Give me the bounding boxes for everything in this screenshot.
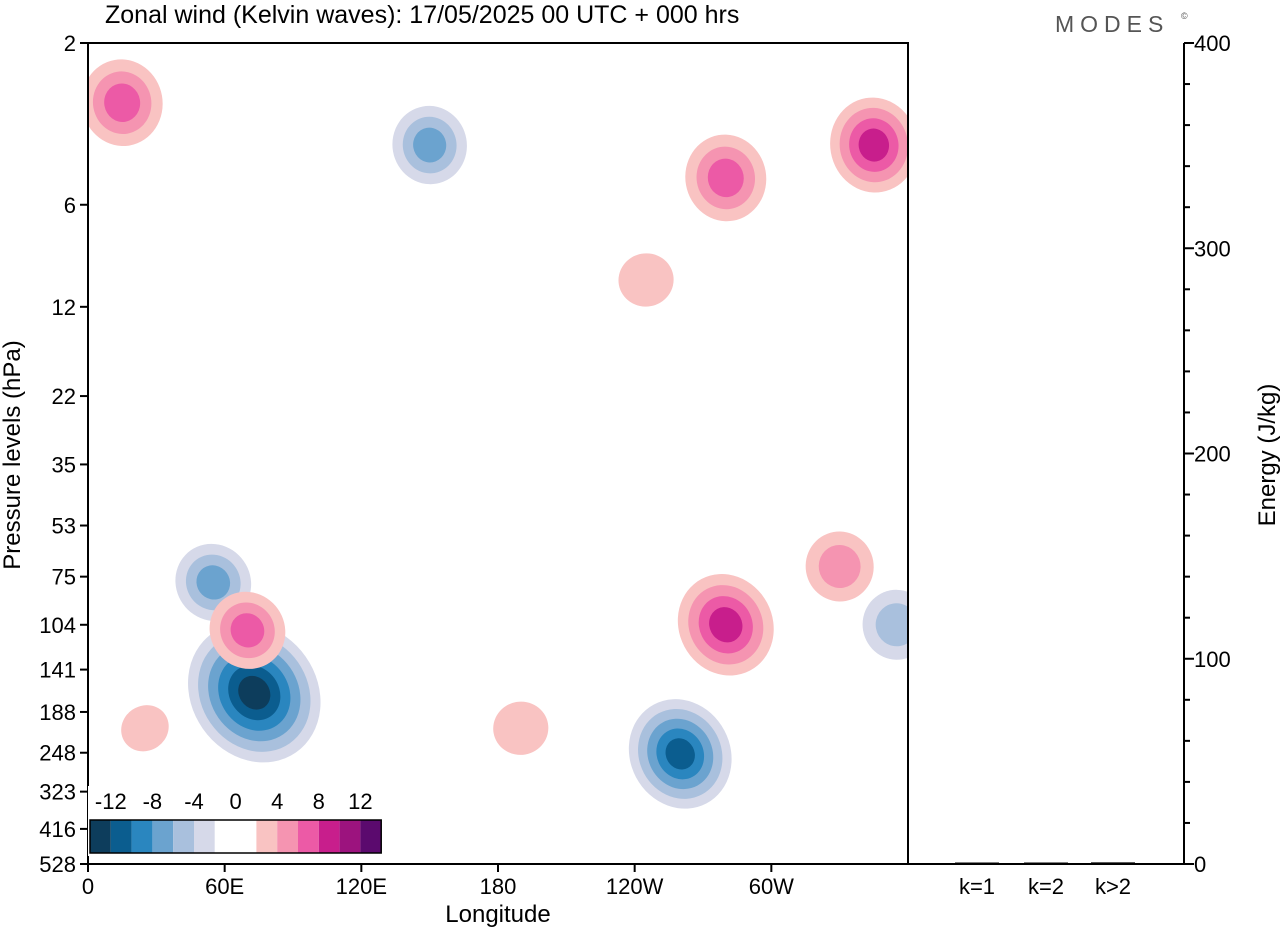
y-axis-label: Pressure levels (hPa) bbox=[0, 340, 26, 569]
pressure-tick-label: 75 bbox=[52, 565, 76, 590]
energy-bar bbox=[1091, 862, 1135, 864]
pressure-tick-label: 6 bbox=[64, 193, 76, 218]
longitude-tick-label: 180 bbox=[480, 874, 517, 899]
colorbar-label: 12 bbox=[348, 789, 372, 814]
energy-category-label: k>2 bbox=[1095, 874, 1131, 899]
colorbar-swatch bbox=[152, 820, 174, 853]
colorbar-swatch bbox=[173, 820, 194, 853]
heatmap-area bbox=[88, 59, 908, 809]
pressure-axis: 2 6 12 22 35 53 75 104 141 188 248 323 416 528 bbox=[39, 31, 88, 877]
colorbar-label: -12 bbox=[95, 789, 127, 814]
longitude-tick-label: 60W bbox=[749, 874, 794, 899]
energy-axis-label: Energy (J/kg) bbox=[1254, 384, 1280, 527]
energy-tick-label: 400 bbox=[1194, 31, 1231, 56]
colorbar-swatch bbox=[277, 820, 298, 853]
colorbar-swatch bbox=[256, 820, 278, 853]
colorbar-frame bbox=[89, 819, 382, 854]
chart-title: Zonal wind (Kelvin waves): 17/05/2025 00… bbox=[105, 1, 739, 29]
wind-anomaly-contour bbox=[707, 158, 744, 198]
energy-tick-label: 200 bbox=[1194, 442, 1231, 467]
colorbar-label: -8 bbox=[143, 789, 163, 814]
colorbar: -12 -8 -4 0 4 8 12 bbox=[88, 786, 386, 856]
brand-logo: MODES bbox=[1055, 11, 1169, 37]
colorbar-label: 8 bbox=[313, 789, 325, 814]
pressure-tick-label: 188 bbox=[39, 700, 76, 725]
wind-anomaly-contour bbox=[858, 128, 890, 162]
pressure-tick-label: 53 bbox=[52, 514, 76, 539]
colorbar-swatch bbox=[360, 820, 382, 853]
longitude-axis: 0 60E 120E 180 120W 60W bbox=[82, 864, 794, 899]
energy-tick-label: 0 bbox=[1194, 852, 1206, 877]
colorbar-swatch bbox=[318, 820, 340, 853]
brand-mark: © bbox=[1181, 11, 1188, 21]
wind-anomaly-contour bbox=[238, 675, 271, 710]
x-axis-label: Longitude bbox=[445, 901, 550, 928]
colorbar-swatch bbox=[110, 820, 132, 853]
pressure-tick-label: 248 bbox=[39, 741, 76, 766]
colorbar-swatch bbox=[131, 820, 153, 853]
energy-tick-label: 300 bbox=[1194, 236, 1231, 261]
colorbar-swatch bbox=[214, 820, 236, 853]
longitude-tick-label: 120E bbox=[336, 874, 387, 899]
wind-anomaly-contour bbox=[121, 705, 169, 752]
wind-anomaly-contour bbox=[665, 738, 695, 770]
wind-anomaly-contour bbox=[493, 701, 549, 755]
pressure-tick-label: 141 bbox=[39, 658, 76, 683]
pressure-tick-label: 104 bbox=[39, 613, 76, 638]
colorbar-label: 0 bbox=[229, 789, 241, 814]
energy-tick-label: 100 bbox=[1194, 647, 1231, 672]
colorbar-swatch bbox=[298, 820, 319, 853]
wind-anomaly-contour bbox=[618, 253, 674, 307]
energy-category-label: k=1 bbox=[959, 874, 995, 899]
pressure-tick-label: 323 bbox=[39, 780, 76, 805]
colorbar-swatch bbox=[235, 820, 257, 853]
pressure-tick-label: 12 bbox=[52, 295, 76, 320]
longitude-tick-label: 60E bbox=[205, 874, 244, 899]
colorbar-label: 4 bbox=[271, 789, 283, 814]
longitude-tick-label: 120W bbox=[606, 874, 664, 899]
wind-anomaly-contour bbox=[818, 544, 861, 589]
pressure-tick-label: 528 bbox=[39, 852, 76, 877]
energy-category-label: k=2 bbox=[1028, 874, 1064, 899]
energy-bar bbox=[1024, 862, 1068, 864]
energy-bar bbox=[955, 862, 999, 864]
wind-anomaly-contour bbox=[104, 83, 141, 122]
longitude-tick-label: 0 bbox=[82, 874, 94, 899]
energy-axis: 0 100 200 300 400 bbox=[1184, 31, 1231, 877]
pressure-tick-label: 416 bbox=[39, 817, 76, 842]
energy-bars: k=1 k=2 k>2 bbox=[955, 862, 1135, 899]
wind-anomaly-contour bbox=[413, 127, 447, 163]
wind-anomaly-contour bbox=[196, 565, 231, 600]
pressure-tick-label: 22 bbox=[52, 384, 76, 409]
colorbar-swatch bbox=[194, 820, 215, 853]
pressure-tick-label: 2 bbox=[64, 31, 76, 56]
wind-anomaly-contour bbox=[230, 613, 265, 648]
pressure-tick-label: 35 bbox=[52, 452, 76, 477]
colorbar-swatch bbox=[90, 820, 111, 853]
colorbar-label: -4 bbox=[184, 789, 204, 814]
wind-anomaly-contour bbox=[709, 607, 743, 643]
colorbar-swatch bbox=[339, 820, 361, 853]
